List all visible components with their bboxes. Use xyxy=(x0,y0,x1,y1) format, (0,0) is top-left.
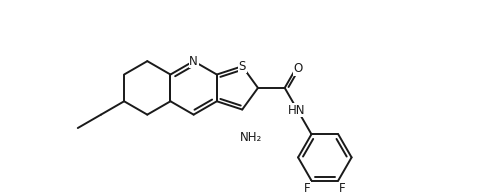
Text: F: F xyxy=(339,182,346,194)
Text: F: F xyxy=(304,182,310,194)
Text: HN: HN xyxy=(288,104,305,117)
Text: N: N xyxy=(190,55,198,68)
Text: O: O xyxy=(294,62,302,75)
Text: NH₂: NH₂ xyxy=(240,131,262,144)
Text: S: S xyxy=(238,60,246,73)
